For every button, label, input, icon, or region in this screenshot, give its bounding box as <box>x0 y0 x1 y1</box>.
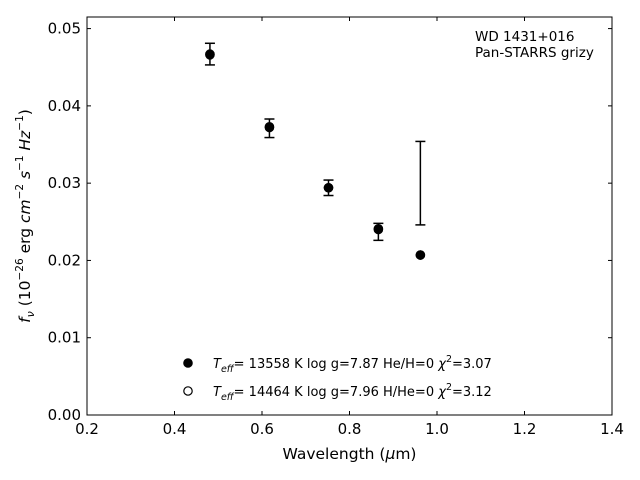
errorbar <box>415 140 426 226</box>
x-tick-label: 1.0 <box>425 420 449 438</box>
x-tick-label: 0.6 <box>250 420 274 438</box>
legend-marker-filled <box>183 358 193 368</box>
x-axis-ticks: 0.2 0.4 0.6 0.8 1.0 1.2 1.4 <box>75 17 624 438</box>
x-tick-label: 0.4 <box>163 420 187 438</box>
model-point-filled <box>205 49 215 59</box>
model-point-filled <box>323 182 334 193</box>
y-tick-label: 0.04 <box>48 97 81 115</box>
x-tick-label: 0.8 <box>338 420 362 438</box>
y-tick-label: 0.02 <box>48 251 81 269</box>
legend: Teff= 13558 K log g=7.87 He/H=0 χ2=3.07 T… <box>183 354 492 403</box>
model-point-filled <box>415 250 426 260</box>
x-tick-label: 0.2 <box>75 420 99 438</box>
legend-label: Teff= 14464 K log g=7.96 H/He=0 χ2=3.12 <box>213 382 492 403</box>
x-axis-label: Wavelength (μm) <box>283 445 417 463</box>
legend-entry: Teff= 14464 K log g=7.96 H/He=0 χ2=3.12 <box>183 382 492 403</box>
y-tick-label: 0.00 <box>48 406 81 424</box>
y-tick-label: 0.01 <box>48 329 81 347</box>
annotation: WD 1431+016 Pan-STARRS grizy <box>475 29 594 61</box>
y-tick-label: 0.05 <box>48 20 81 38</box>
legend-marker-open <box>183 386 193 396</box>
y-tick-label: 0.03 <box>48 174 81 192</box>
annotation-line-1: WD 1431+016 <box>475 29 574 45</box>
legend-label: Teff= 13558 K log g=7.87 He/H=0 χ2=3.07 <box>213 354 492 375</box>
model-point-filled <box>373 223 384 234</box>
x-tick-label: 1.2 <box>513 420 537 438</box>
y-axis-ticks: 0.00 0.01 0.02 0.03 0.04 0.05 <box>48 20 612 424</box>
model-markers <box>205 49 426 260</box>
y-axis-label: fν (10−26 erg cm−2 s−1 Hz−1) <box>14 109 37 323</box>
annotation-line-2: Pan-STARRS grizy <box>475 45 594 61</box>
model-point-filled <box>264 121 275 132</box>
legend-entry: Teff= 13558 K log g=7.87 He/H=0 χ2=3.07 <box>183 354 492 375</box>
x-tick-label: 1.4 <box>600 420 624 438</box>
